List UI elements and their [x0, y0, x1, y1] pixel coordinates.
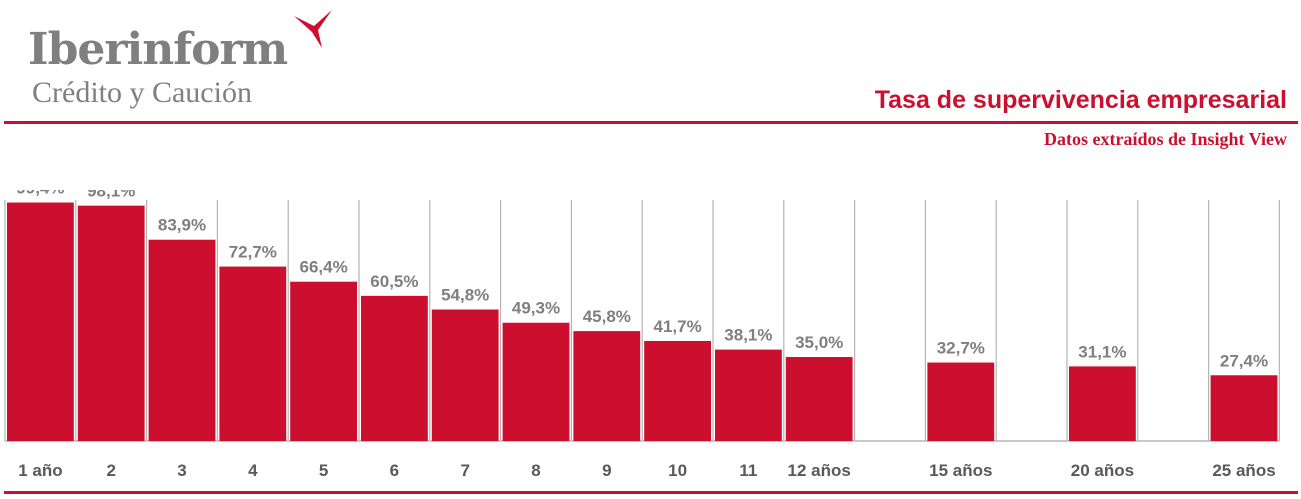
title-rule — [4, 121, 1298, 124]
bar — [290, 281, 357, 441]
bar — [785, 357, 853, 441]
data-label: 27,4% — [1220, 351, 1268, 370]
bar — [219, 266, 287, 441]
bar — [927, 362, 995, 441]
bar-chart: 99,4% 1 año 98,1% 2 83,9% 3 72,7% 4 66,4% 5 60,5% 6… — [4, 190, 1298, 494]
bar — [644, 340, 711, 441]
x-tick-label: 7 — [460, 461, 469, 480]
x-tick-label: 3 — [177, 461, 186, 480]
x-tick-label: 6 — [390, 461, 399, 480]
x-tick-label: 11 — [739, 461, 757, 480]
data-label: 35,0% — [795, 333, 843, 352]
x-tick-label: 25 años — [1212, 461, 1275, 480]
bar — [431, 309, 499, 441]
x-tick-label: 20 años — [1071, 461, 1134, 480]
data-label: 38,1% — [724, 326, 772, 345]
data-label: 45,8% — [583, 307, 631, 326]
data-label: 66,4% — [299, 258, 347, 277]
bar — [7, 202, 74, 441]
data-label: 31,1% — [1078, 342, 1126, 361]
x-tick-label: 1 año — [18, 461, 62, 480]
x-tick-label: 12 años — [788, 461, 851, 480]
data-label: 83,9% — [158, 216, 206, 235]
data-label: 99,4% — [16, 190, 64, 198]
bar — [77, 205, 145, 441]
x-tick-label: 10 — [668, 461, 687, 480]
data-label: 54,8% — [441, 286, 489, 305]
bar — [148, 239, 216, 441]
logo-mark-icon — [294, 10, 332, 48]
x-tick-label: 5 — [319, 461, 328, 480]
bar — [715, 349, 782, 441]
data-label: 49,3% — [512, 299, 560, 318]
chart-title: Tasa de supervivencia empresarial — [874, 86, 1287, 114]
bar — [1069, 366, 1136, 441]
x-tick-label: 2 — [106, 461, 115, 480]
x-tick-label: 4 — [248, 461, 258, 480]
bar — [361, 295, 428, 441]
bar — [573, 331, 641, 441]
logo-brand: Iberinform — [28, 24, 288, 75]
data-label: 41,7% — [653, 317, 701, 336]
x-tick-label: 9 — [602, 461, 611, 480]
data-label: 60,5% — [370, 272, 418, 291]
bottom-rule — [4, 491, 1298, 494]
data-label: 98,1% — [87, 190, 135, 201]
bar — [502, 322, 570, 441]
chart-subtitle: Datos extraídos de Insight View — [1043, 129, 1287, 149]
x-tick-label: 8 — [531, 461, 540, 480]
x-tick-label: 15 años — [929, 461, 992, 480]
bar — [1210, 375, 1278, 441]
data-label: 32,7% — [937, 339, 985, 358]
logo-subtitle: Crédito y Caución — [32, 76, 252, 109]
data-label: 72,7% — [229, 243, 277, 262]
